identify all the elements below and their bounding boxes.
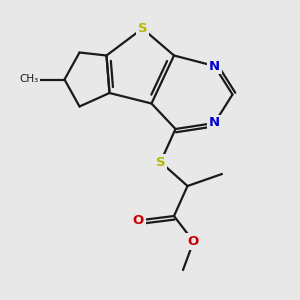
- Text: N: N: [209, 59, 220, 73]
- Text: S: S: [138, 22, 147, 35]
- Text: CH₃: CH₃: [19, 74, 38, 85]
- Text: S: S: [156, 155, 165, 169]
- Text: O: O: [132, 214, 144, 227]
- Text: O: O: [188, 235, 199, 248]
- Text: N: N: [209, 116, 220, 130]
